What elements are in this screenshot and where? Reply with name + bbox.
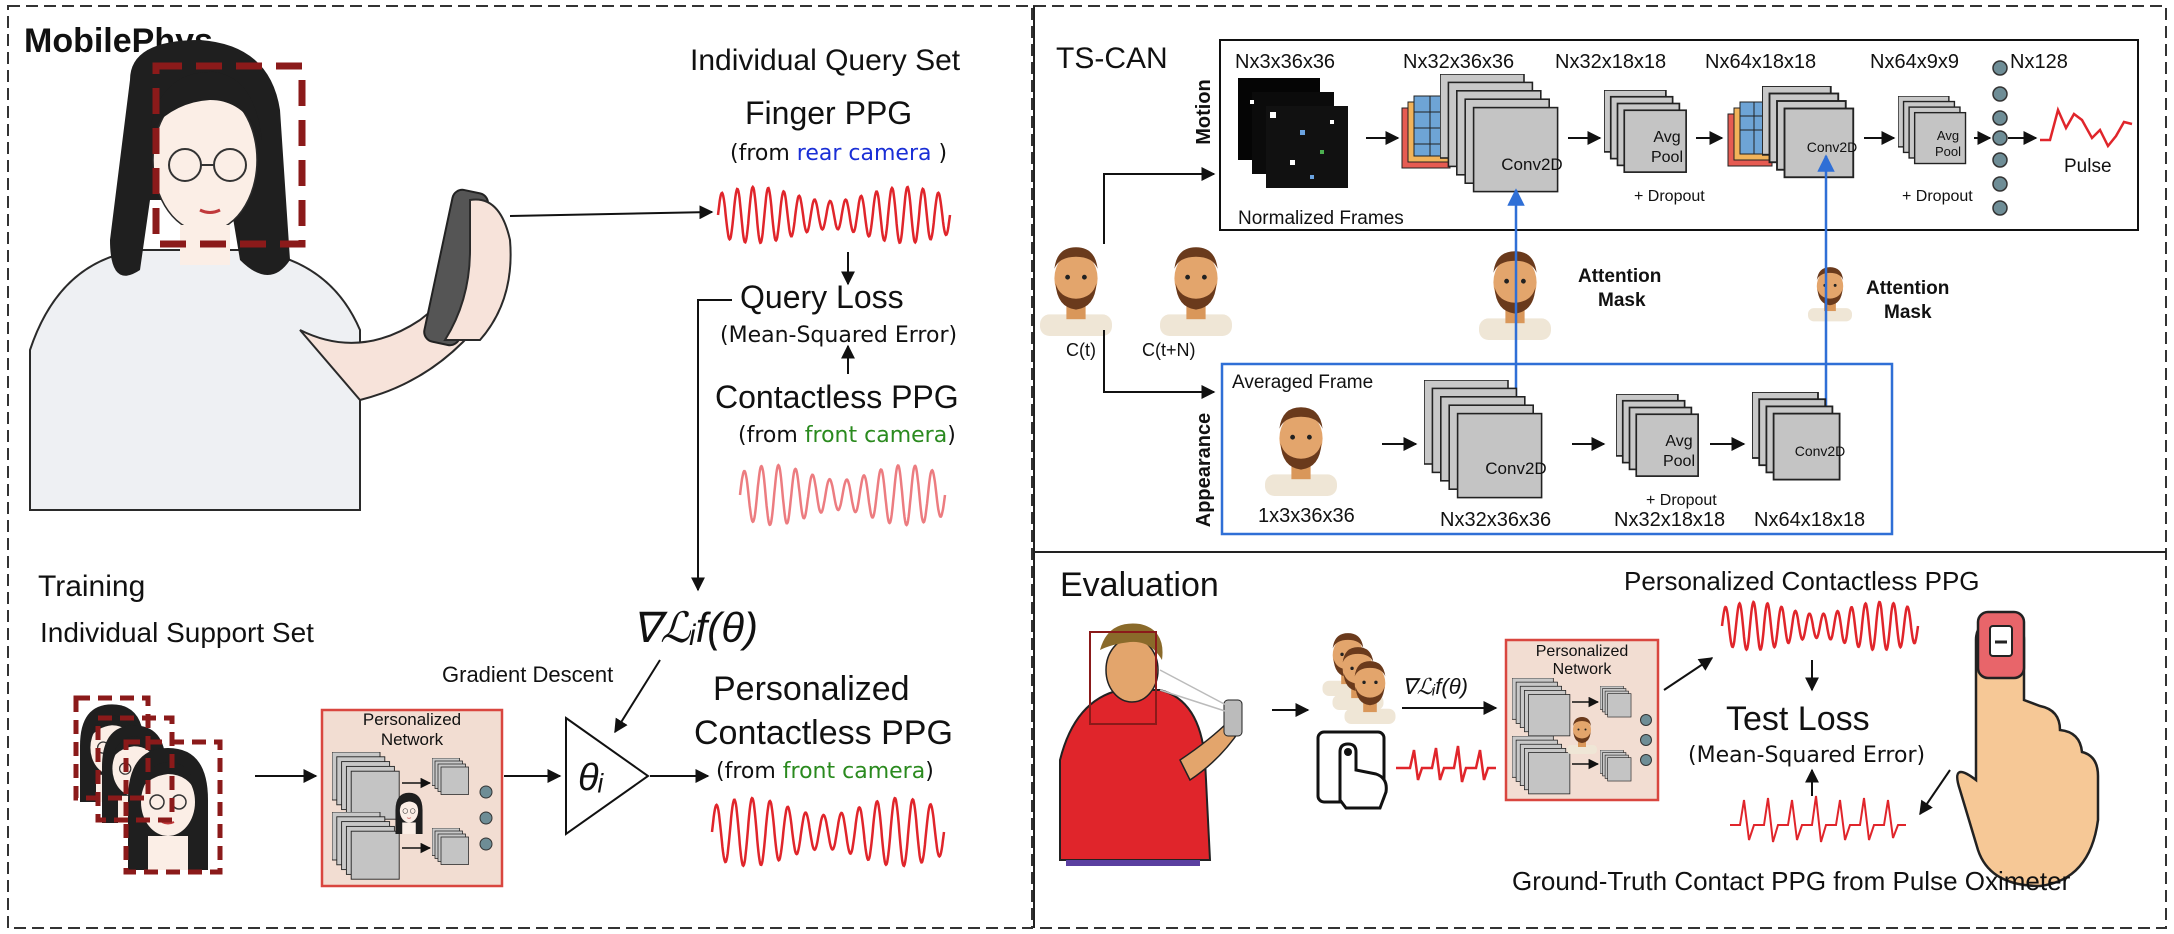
support-set-images xyxy=(73,695,223,875)
motion-dim-1: Nx32x36x36 xyxy=(1403,51,1514,73)
eval-input-ppg-waveform xyxy=(1396,745,1496,783)
gradient-to-theta-arrow xyxy=(614,659,661,734)
loss-to-gradient-connector xyxy=(691,299,732,592)
normalized-frames-stack xyxy=(1238,78,1348,188)
eval-personalized-ppg-waveform xyxy=(1720,600,1920,652)
face-ctn xyxy=(1160,247,1232,336)
appearance-dim-2: Nx32x18x18 xyxy=(1614,509,1725,531)
touch-screen-icon xyxy=(1316,730,1388,810)
motion-conv2d-label-1: Conv2D xyxy=(1501,155,1562,174)
motion-dim-3: Nx64x18x18 xyxy=(1705,51,1816,73)
appearance-conv2d-label-2: Conv2D xyxy=(1795,443,1846,459)
motion-avg-label-2: Avg xyxy=(1937,128,1959,143)
network-label-line1: Personalized xyxy=(363,710,461,729)
evaluation-face-box xyxy=(1089,631,1157,725)
test-loss-sub: (Mean-Squared Error) xyxy=(1688,743,1925,768)
motion-conv2d-label-2: Conv2D xyxy=(1807,139,1858,155)
averaged-frame-label: Averaged Frame xyxy=(1232,372,1373,393)
appearance-avg-label: Avg xyxy=(1665,433,1692,450)
oximeter-to-gt-arrow xyxy=(1919,769,1951,816)
contactless-ppg-source: (from front camera) xyxy=(738,423,956,448)
appearance-dim-3: Nx64x18x18 xyxy=(1754,509,1865,531)
attention-face-2 xyxy=(1808,267,1852,322)
theta-triangle xyxy=(565,716,650,836)
ground-truth-ppg-waveform xyxy=(1730,795,1906,843)
tscan-title: TS-CAN xyxy=(1056,42,1168,75)
motion-avg-label-1: Avg xyxy=(1653,129,1680,146)
attention-label-1: Attention xyxy=(1578,266,1661,287)
eval-network-label-l1: Personalized xyxy=(1536,643,1629,660)
evaluation-person-illustration xyxy=(1059,623,1243,866)
theta-label: θᵢ xyxy=(578,757,605,799)
appearance-pool-label: Pool xyxy=(1663,453,1695,470)
appearance-branch-connector xyxy=(1103,330,1216,399)
ground-truth-label: Ground-Truth Contact PPG from Pulse Oxim… xyxy=(1512,866,2071,896)
training-label: Training xyxy=(38,570,145,603)
personalized-ppg-line1: Personalized xyxy=(713,670,910,708)
mask-label-2: Mask xyxy=(1884,302,1932,323)
appearance-conv2d-label: Conv2D xyxy=(1485,459,1546,478)
finger-ppg-waveform xyxy=(716,184,952,245)
personalized-ppg-waveform xyxy=(710,796,946,868)
motion-dim-5: Nx128 xyxy=(2010,51,2068,73)
averaged-frame-face xyxy=(1265,407,1337,496)
network-to-personalized-ppg-arrow xyxy=(1663,657,1714,691)
motion-dim-2: Nx32x18x18 xyxy=(1555,51,1666,73)
appearance-branch-box xyxy=(1220,362,1894,536)
eval-personalized-ppg-label: Personalized Contactless PPG xyxy=(1624,566,1980,596)
ctn-label: C(t+N) xyxy=(1142,340,1196,360)
face-ct xyxy=(1040,247,1112,336)
motion-branch-label: Motion xyxy=(1193,79,1215,145)
appearance-branch-label: Appearance xyxy=(1193,413,1215,528)
normalized-frames-label: Normalized Frames xyxy=(1238,208,1404,229)
test-loss-label: Test Loss xyxy=(1726,700,1870,738)
motion-dim-4: Nx64x9x9 xyxy=(1870,51,1959,73)
eval-gradient-formula: ∇ℒᵢf(θ) xyxy=(1402,674,1468,699)
support-set-label: Individual Support Set xyxy=(40,617,314,648)
evaluation-frames-stack xyxy=(1322,633,1396,724)
query-loss-sub: (Mean-Squared Error) xyxy=(720,323,957,348)
attention-label-2: Attention xyxy=(1866,278,1949,299)
gradient-descent-label: Gradient Descent xyxy=(442,662,613,687)
pulse-waveform xyxy=(2040,106,2133,149)
woman-with-phone-illustration xyxy=(29,40,512,511)
personalized-ppg-source: (from front camera) xyxy=(716,759,934,784)
personalized-network-training: Personalized Network xyxy=(320,708,504,888)
motion-pool-label-1: Pool xyxy=(1651,149,1683,166)
contactless-ppg-waveform xyxy=(738,463,947,527)
appearance-dim-1: Nx32x36x36 xyxy=(1440,509,1551,531)
personalized-network-eval: Personalized Network xyxy=(1504,638,1660,802)
finger-ppg-source: (from rear camera ) xyxy=(730,141,947,166)
appearance-dim-0: 1x3x36x36 xyxy=(1258,505,1355,527)
eval-network-label-l2: Network xyxy=(1553,661,1613,678)
mobilephys-panel xyxy=(7,5,1033,929)
motion-dropout-label-2: + Dropout xyxy=(1902,188,1973,205)
motion-pool-label-2: Pool xyxy=(1935,144,1961,159)
pulse-label: Pulse xyxy=(2064,156,2112,177)
pulse-oximeter-illustration xyxy=(1956,610,2100,888)
dense-layer-nodes xyxy=(1992,60,2008,216)
gradient-formula: ∇ℒᵢf(θ) xyxy=(632,604,758,651)
query-loss-label: Query Loss xyxy=(740,279,904,315)
query-set-title: Individual Query Set xyxy=(690,44,961,77)
frames-branch-connector xyxy=(1103,167,1216,244)
network-label-line2: Network xyxy=(381,730,444,749)
contactless-ppg-label: Contactless PPG xyxy=(715,379,959,415)
personalized-ppg-line2: Contactless PPG xyxy=(694,714,953,752)
appearance-conv2d-stack xyxy=(1424,380,1543,499)
phone-to-finger-ppg-arrow xyxy=(509,205,714,220)
motion-dim-0: Nx3x36x36 xyxy=(1235,51,1335,73)
finger-ppg-label: Finger PPG xyxy=(745,95,912,131)
evaluation-title: Evaluation xyxy=(1060,566,1219,604)
motion-dropout-label-1: + Dropout xyxy=(1634,188,1705,205)
appearance-dropout-label: + Dropout xyxy=(1646,492,1717,509)
mask-label-1: Mask xyxy=(1598,290,1646,311)
ct-label: C(t) xyxy=(1066,340,1096,360)
